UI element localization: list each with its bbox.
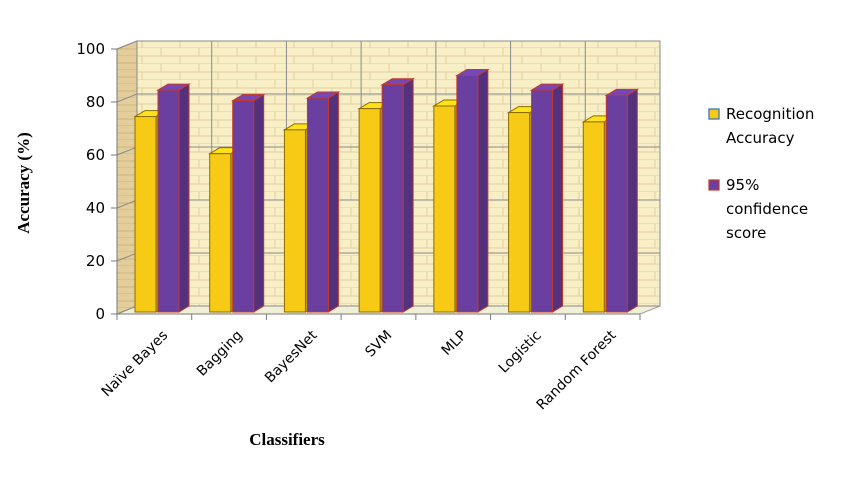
x-category-label: Logistic bbox=[496, 328, 545, 377]
x-category-label: MLP bbox=[439, 328, 470, 359]
bar-front bbox=[209, 153, 232, 313]
y-gridline-side bbox=[116, 146, 138, 156]
y-tick-label: 0 bbox=[95, 305, 105, 323]
bar-front bbox=[531, 89, 554, 313]
bar-front bbox=[306, 97, 329, 313]
bar-front bbox=[157, 89, 180, 313]
bar-side bbox=[402, 77, 414, 313]
y-gridline-side bbox=[116, 40, 138, 50]
y-tick-label: 20 bbox=[86, 252, 105, 270]
bar-front bbox=[433, 105, 456, 313]
bar-side bbox=[253, 93, 265, 313]
x-category-label: Random Forest bbox=[534, 327, 620, 413]
bar-side bbox=[178, 83, 190, 313]
x-category-label: Bagging bbox=[194, 328, 246, 380]
legend-swatch bbox=[708, 179, 720, 191]
bar-front bbox=[605, 94, 628, 313]
bar-front bbox=[358, 108, 381, 313]
bar-confidence-score bbox=[380, 77, 415, 313]
bar-front bbox=[582, 121, 605, 313]
y-gridline-side bbox=[116, 93, 138, 103]
bar-side bbox=[552, 83, 564, 313]
legend-item: Recognition Accuracy bbox=[708, 105, 814, 147]
bar-side bbox=[477, 68, 489, 313]
legend-label: Recognition Accuracy bbox=[726, 105, 814, 147]
bar-front bbox=[283, 129, 306, 313]
bar-front bbox=[232, 100, 255, 313]
bar-confidence-score bbox=[156, 83, 191, 313]
chart-side-wall bbox=[116, 40, 138, 315]
bar-confidence-score bbox=[305, 91, 341, 313]
bar-confidence-score bbox=[604, 88, 640, 313]
y-tick-label: 80 bbox=[86, 93, 105, 111]
legend-item: 95% confidence score bbox=[708, 176, 808, 242]
y-gridline-side bbox=[116, 305, 138, 315]
bar-side bbox=[327, 91, 339, 313]
bar-front bbox=[381, 84, 404, 313]
y-tick-label: 100 bbox=[76, 40, 105, 58]
bar-side bbox=[626, 88, 638, 313]
bar-front bbox=[134, 116, 157, 313]
y-gridline-side bbox=[116, 252, 138, 262]
bar-confidence-score bbox=[529, 83, 565, 313]
x-category-label: Naïve Bayes bbox=[99, 328, 172, 401]
y-axis-title: Accuracy (%) bbox=[14, 132, 33, 234]
bar-front bbox=[508, 112, 531, 313]
legend-swatch bbox=[708, 108, 720, 120]
legend-label: 95% confidence score bbox=[726, 176, 808, 242]
x-category-label: SVM bbox=[362, 328, 395, 361]
bar-confidence-score bbox=[230, 93, 266, 313]
x-category-label: BayesNet bbox=[262, 327, 321, 386]
x-axis-title: Classifiers bbox=[249, 430, 325, 449]
bar-front bbox=[456, 75, 479, 313]
y-tick-label: 60 bbox=[86, 146, 105, 164]
y-tick-label: 40 bbox=[86, 199, 105, 217]
y-gridline-side bbox=[116, 199, 138, 209]
bar-confidence-score bbox=[455, 68, 490, 313]
